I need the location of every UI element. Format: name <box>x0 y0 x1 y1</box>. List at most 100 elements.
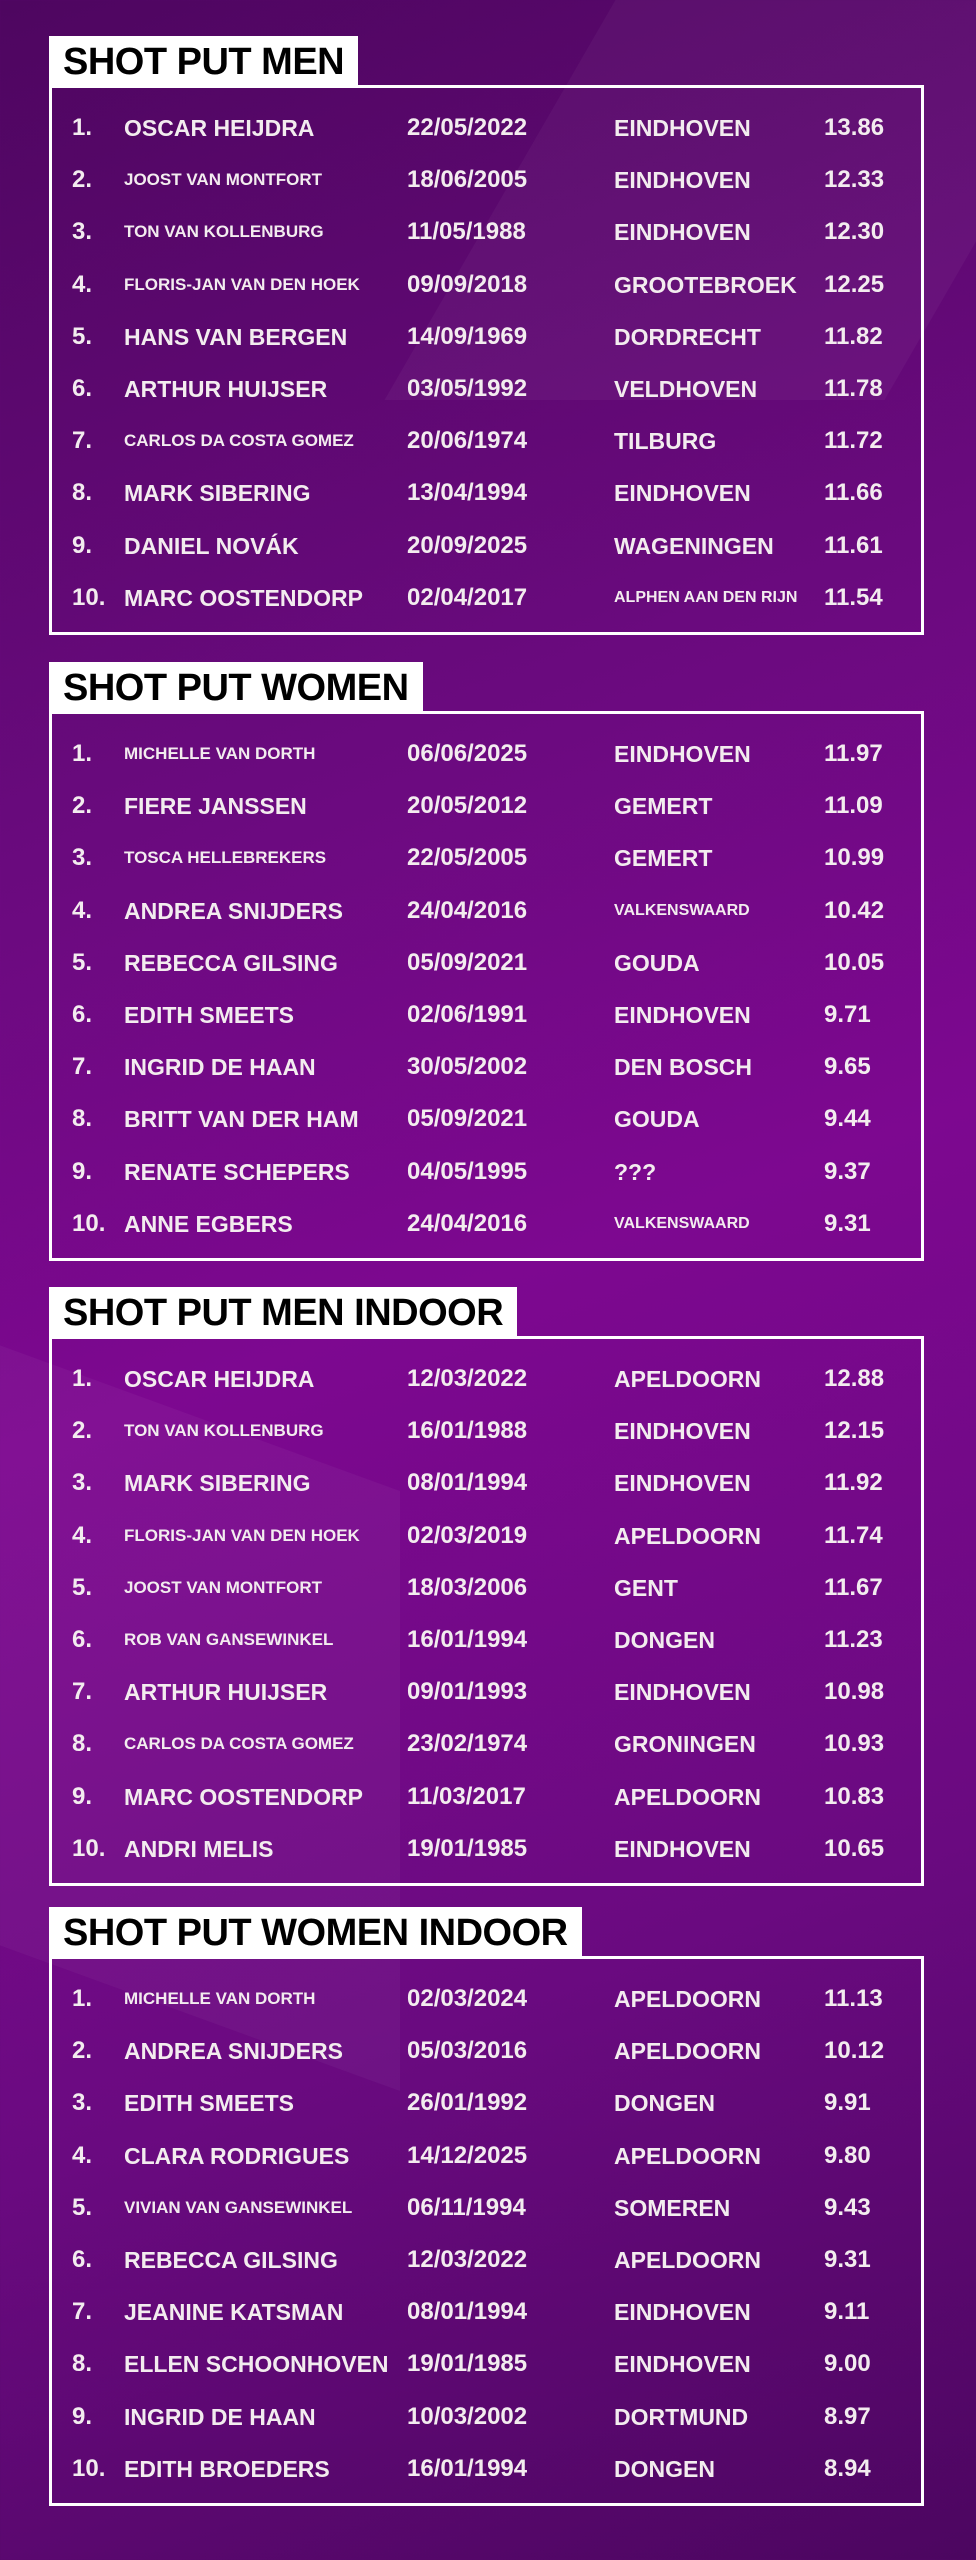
date: 12/03/2022 <box>407 1365 528 1392</box>
location: APELDOORN <box>614 1783 761 1810</box>
date: 02/06/1991 <box>407 1001 528 1028</box>
rank: 2. <box>72 166 93 194</box>
location: EINDHOVEN <box>614 219 751 246</box>
athlete-name: MARC OOSTENDORP <box>124 584 363 611</box>
date: 05/03/2016 <box>407 2037 528 2065</box>
table-row: 4. CLARA RODRIGUES 14/12/2025 APELDOORN 9.80 <box>52 2130 921 2182</box>
athlete-name: REBECCA GILSING <box>124 2247 338 2273</box>
section-title: SHOT PUT WOMEN INDOOR <box>49 1907 582 1957</box>
athlete-name: JOOST VAN MONTFORT <box>124 1577 323 1597</box>
athlete-name: RENATE SCHEPERS <box>124 1158 350 1185</box>
distance: 9.31 <box>824 2246 871 2273</box>
distance: 9.65 <box>824 1053 871 1081</box>
date: 19/01/1985 <box>407 2350 528 2378</box>
rank: 10. <box>72 583 106 611</box>
location: SOMEREN <box>614 2194 731 2221</box>
athlete-name: ANNE EGBERS <box>124 1210 293 1237</box>
athlete-name: ARTHUR HUIJSER <box>124 376 328 402</box>
table-row: 3. EDITH SMEETS 26/01/1992 DONGEN 9.91 <box>52 2077 921 2129</box>
distance: 10.05 <box>824 948 885 976</box>
date: 04/05/1995 <box>407 1157 528 1185</box>
table-row: 9. RENATE SCHEPERS 04/05/1995??? 9.37 <box>52 1146 921 1198</box>
table-row: 7. CARLOS DA COSTA GOMEZ 20/06/1974 TILBURG… <box>52 415 921 467</box>
location: EINDHOVEN <box>614 741 751 767</box>
location: WAGENINGEN <box>614 532 774 559</box>
date: 16/01/1988 <box>407 1417 528 1445</box>
date: 08/01/1994 <box>407 2298 528 2326</box>
table-row: 1. OSCAR HEIJDRA 12/03/2022 APELDOORN 12.88 <box>52 1353 921 1405</box>
table-row: 3. MARK SIBERING 08/01/1994 EINDHOVEN 11.92 <box>52 1457 921 1509</box>
location: DORDRECHT <box>614 323 761 350</box>
records-table: 1. OSCAR HEIJDRA 12/03/2022 APELDOORN 12.88 2… <box>49 1336 924 1886</box>
rank: 1. <box>72 1365 93 1392</box>
distance: 9.71 <box>824 1001 871 1028</box>
distance: 11.92 <box>824 1469 883 1497</box>
date: 30/05/2002 <box>407 1053 528 1081</box>
rank: 5. <box>72 2193 93 2221</box>
rank: 6. <box>72 1626 93 1653</box>
athlete-name: CLARA RODRIGUES <box>124 2142 350 2169</box>
distance: 11.67 <box>824 1573 883 1601</box>
table-row: 9. INGRID DE HAAN 10/03/2002 DORTMUND 8.97 <box>52 2391 921 2443</box>
date: 18/06/2005 <box>407 166 528 194</box>
location: EINDHOVEN <box>614 2351 751 2378</box>
distance: 10.99 <box>824 844 885 872</box>
distance: 10.83 <box>824 1782 885 1810</box>
records-table: 1. MICHELLE VAN DORTH 06/06/2025 EINDHOVEN 1… <box>49 711 924 1261</box>
distance: 11.74 <box>824 1521 883 1549</box>
location: GEMERT <box>614 793 713 820</box>
distance: 12.33 <box>824 166 885 194</box>
location: APELDOORN <box>614 2142 761 2169</box>
location: DONGEN <box>614 2455 715 2482</box>
location: TILBURG <box>614 428 717 455</box>
table-row: 9. MARC OOSTENDORP 11/03/2017 APELDOORN 10.8… <box>52 1771 921 1823</box>
location: EINDHOVEN <box>614 1418 751 1445</box>
table-row: 1. MICHELLE VAN DORTH 02/03/2024 APELDOORN 1… <box>52 1973 921 2025</box>
rank: 6. <box>72 1001 93 1028</box>
table-row: 5. JOOST VAN MONTFORT 18/03/2006 GENT 11.67 <box>52 1562 921 1614</box>
athlete-name: REBECCA GILSING <box>124 949 338 976</box>
rank: 9. <box>72 2402 93 2430</box>
location: APELDOORN <box>614 2038 761 2065</box>
date: 13/04/1994 <box>407 479 528 507</box>
location: EINDHOVEN <box>614 115 751 141</box>
location: EINDHOVEN <box>614 2299 751 2326</box>
location: APELDOORN <box>614 1366 761 1392</box>
athlete-name: BRITT VAN DER HAM <box>124 1106 359 1133</box>
date: 11/05/1988 <box>407 218 526 246</box>
location: APELDOORN <box>614 1522 761 1549</box>
athlete-name: FLORIS-JAN VAN DEN HOEK <box>124 274 360 294</box>
section-title: SHOT PUT WOMEN <box>49 662 423 712</box>
date: 02/03/2024 <box>407 1985 528 2012</box>
section-title: SHOT PUT MEN INDOOR <box>49 1287 518 1337</box>
location: EINDHOVEN <box>614 1679 751 1706</box>
athlete-name: CARLOS DA COSTA GOMEZ <box>124 431 354 451</box>
athlete-name: ROB VAN GANSEWINKEL <box>124 1630 334 1649</box>
table-row: 4. FLORIS-JAN VAN DEN HOEK 09/09/2018 GROOT… <box>52 259 921 311</box>
distance: 11.09 <box>824 792 883 820</box>
athlete-name: MICHELLE VAN DORTH <box>124 744 316 763</box>
location: GROOTEBROEK <box>614 271 797 298</box>
distance: 9.43 <box>824 2193 871 2221</box>
athlete-name: INGRID DE HAAN <box>124 1054 316 1081</box>
date: 05/09/2021 <box>407 948 528 976</box>
athlete-name: CARLOS DA COSTA GOMEZ <box>124 1734 354 1754</box>
distance: 11.66 <box>824 479 883 507</box>
rank: 2. <box>72 792 93 820</box>
distance: 11.97 <box>824 740 883 767</box>
table-row: 6. ARTHUR HUIJSER 03/05/1992 VELDHOVEN 11.78 <box>52 363 921 415</box>
table-row: 3. TON VAN KOLLENBURG 11/05/1988 EINDHOVEN 1… <box>52 206 921 258</box>
date: 16/01/1994 <box>407 2454 528 2482</box>
table-row: 7. JEANINE KATSMAN 08/01/1994 EINDHOVEN 9.11 <box>52 2286 921 2338</box>
athlete-name: ANDREA SNIJDERS <box>124 2038 343 2065</box>
rank: 8. <box>72 479 93 507</box>
location: EINDHOVEN <box>614 480 751 507</box>
athlete-name: TON VAN KOLLENBURG <box>124 222 324 242</box>
athlete-name: HANS VAN BERGEN <box>124 323 348 350</box>
distance: 8.94 <box>824 2454 871 2482</box>
rank: 6. <box>72 2246 93 2273</box>
date: 24/04/2016 <box>407 1209 528 1237</box>
rank: 3. <box>72 844 93 872</box>
table-row: 10. MARC OOSTENDORP 02/04/2017 ALPHEN AAN D… <box>52 572 921 624</box>
location: GENT <box>614 1574 678 1601</box>
